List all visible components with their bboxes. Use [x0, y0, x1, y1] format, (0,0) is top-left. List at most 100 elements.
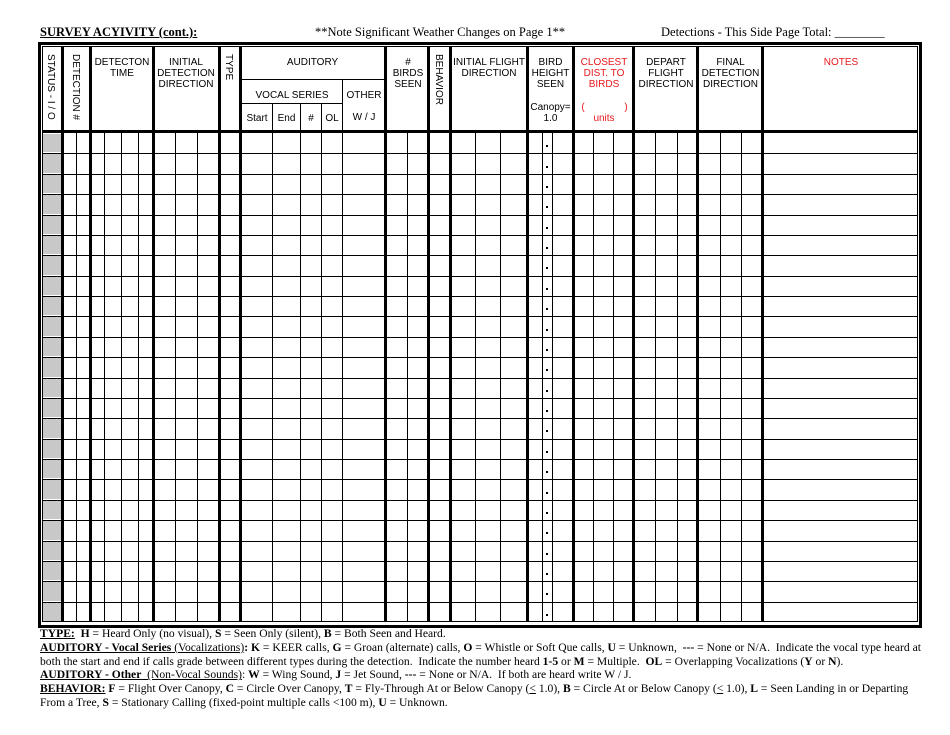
header-initial-detection-direction: INITIAL DETECTION DIRECTION [157, 57, 215, 90]
table-row[interactable] [42, 602, 918, 622]
table-row[interactable] [42, 378, 918, 398]
table-row[interactable] [42, 133, 918, 153]
header-end: End [277, 113, 296, 124]
status-cell [43, 195, 61, 214]
legend-text: AUDITORY - Other [40, 668, 142, 682]
header-bird-height-seen: BIRD HEIGHT SEEN [531, 57, 570, 90]
legend-text: U [378, 695, 387, 709]
header-initial-flight-direction: INITIAL FLIGHT DIRECTION [453, 57, 525, 79]
cell-divider [407, 130, 408, 622]
header-divider [342, 79, 343, 130]
table-row[interactable] [42, 255, 918, 275]
status-cell [43, 297, 61, 316]
table-row[interactable] [42, 153, 918, 173]
table-row[interactable] [42, 215, 918, 235]
table-row[interactable] [42, 296, 918, 316]
cell-divider [104, 130, 105, 622]
table-row[interactable] [42, 459, 918, 479]
legend-text: or [812, 654, 829, 668]
row-divider [42, 541, 918, 542]
table-row[interactable] [42, 276, 918, 296]
column-divider [761, 46, 764, 622]
legend-text: W [248, 668, 260, 682]
decimal-point [546, 450, 548, 453]
table-row[interactable] [42, 418, 918, 438]
status-cell [43, 561, 61, 581]
row-divider [42, 561, 918, 562]
table-row[interactable] [42, 561, 918, 581]
row-divider [42, 439, 918, 440]
header-auditory: AUDITORY [286, 57, 339, 68]
cell-divider [138, 130, 139, 622]
status-cell [43, 480, 61, 499]
row-divider [42, 602, 918, 603]
header-divider [272, 103, 273, 130]
row-divider [42, 153, 918, 154]
page-total-field[interactable]: Detections - This Side Page Total: _____… [661, 25, 885, 39]
status-cell [43, 174, 61, 194]
legend-text: OL [645, 654, 663, 668]
legend-text: = Fly-Through At or Below Canopy ( [352, 682, 530, 696]
status-cell [43, 500, 61, 520]
table-row[interactable] [42, 398, 918, 418]
row-divider [42, 276, 918, 277]
legend-text: BEHAVIOR: [40, 682, 106, 696]
table-row[interactable] [42, 520, 918, 540]
cell-divider [175, 130, 176, 622]
units-paren-open: ( [581, 102, 585, 113]
table-row[interactable] [42, 357, 918, 377]
status-cell [43, 256, 61, 275]
table-row[interactable] [42, 541, 918, 561]
cell-divider [720, 130, 721, 622]
cell-divider [593, 130, 594, 622]
row-divider [42, 378, 918, 379]
header-other: OTHER [346, 90, 382, 101]
decimal-point [546, 206, 548, 209]
header-units: units [593, 113, 615, 124]
legend-text: = Seen Only (silent), [221, 627, 324, 640]
legend-text: TYPE: [40, 627, 75, 640]
table-row[interactable] [42, 500, 918, 520]
cell-divider [342, 130, 343, 622]
legend-text: = Unknown. [386, 695, 448, 709]
table-row[interactable] [42, 439, 918, 459]
status-cell [43, 378, 61, 397]
table-row[interactable] [42, 194, 918, 214]
legend-text: 1.0), [723, 682, 751, 696]
decimal-point [546, 593, 548, 596]
header-type: TYPE [223, 54, 234, 81]
status-cell [43, 276, 61, 295]
cell-divider [475, 130, 476, 622]
legend-line: AUDITORY - Other (Non-Vocal Sounds): W =… [40, 668, 930, 682]
section-title: SURVEY ACYIVITY (cont.): [40, 25, 198, 39]
legend-text: 1.0), [535, 682, 563, 696]
legend-text: : [244, 640, 251, 654]
row-divider [42, 235, 918, 236]
table-row[interactable] [42, 316, 918, 336]
table-row[interactable] [42, 337, 918, 357]
legend-text: M [573, 654, 585, 668]
row-divider [42, 255, 918, 256]
table-row[interactable] [42, 235, 918, 255]
status-cell [43, 398, 61, 418]
decimal-point [546, 430, 548, 433]
legend-line: BEHAVIOR: F = Flight Over Canopy, C = Ci… [40, 682, 930, 710]
decimal-point [546, 165, 548, 168]
status-cell [43, 134, 61, 153]
legend-text: = Jet Sound, [341, 668, 405, 682]
cell-divider [121, 130, 122, 622]
row-divider [42, 520, 918, 521]
legend-text: ). [836, 654, 844, 668]
status-cell [43, 541, 61, 560]
decimal-point [546, 410, 548, 413]
table-row[interactable] [42, 174, 918, 194]
legend-text: G [332, 640, 342, 654]
column-divider [449, 46, 452, 622]
decimal-point [546, 287, 548, 290]
table-row[interactable] [42, 479, 918, 499]
cell-divider [197, 130, 198, 622]
legend-text: T [344, 682, 353, 696]
table-row[interactable] [42, 581, 918, 601]
column-divider [526, 46, 529, 622]
